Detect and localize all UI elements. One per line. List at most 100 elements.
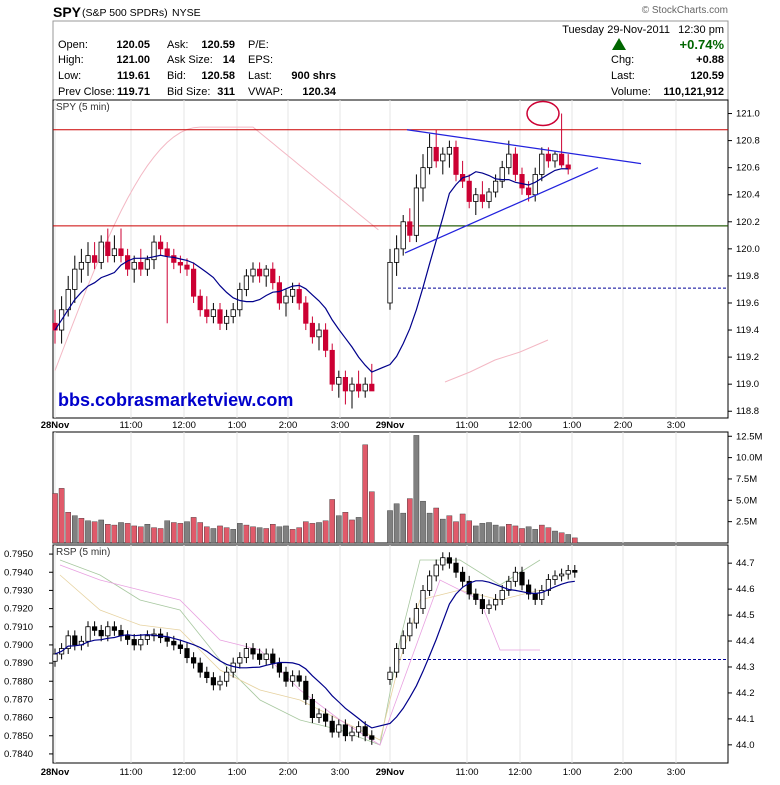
- quote-time: 12:30 pm: [678, 24, 724, 36]
- volume-bar: [420, 500, 426, 544]
- ratio-candle-body: [492, 599, 499, 606]
- ratio-candle-body: [526, 584, 532, 595]
- ratio-x-tick-label: 1:00: [228, 767, 247, 778]
- ratio-candle-body: [453, 562, 459, 573]
- ratio-candle-body: [303, 680, 309, 700]
- price-candle-body: [532, 174, 538, 196]
- price-moving-average: [54, 168, 569, 373]
- volume-bar: [85, 520, 91, 544]
- ratio-candle-body: [197, 662, 203, 673]
- upper-trendline: [406, 129, 642, 165]
- ratio-candle-body: [512, 571, 519, 582]
- ratio-tick-label: 0.7900: [4, 640, 33, 651]
- volume-bar: [177, 523, 184, 544]
- volume-bar: [118, 522, 124, 544]
- quote-value: 14: [223, 54, 236, 66]
- ratio-candle-body: [407, 622, 413, 637]
- volume-bar: [203, 526, 210, 544]
- price-x-tick-label: 3:00: [331, 420, 350, 431]
- price-chart: 121.0 120.8 120.6 120.4 120.2 120.0 119.8 119.6…: [41, 100, 760, 431]
- ratio-candle-body: [506, 580, 512, 591]
- quote-value: +0.88: [696, 54, 724, 66]
- price-x-tick-label: 3:00: [667, 420, 686, 431]
- ratio-candle-body: [446, 557, 453, 564]
- price-tick-label: 121.0: [736, 109, 760, 120]
- price-candle-body: [256, 268, 263, 277]
- price-candle-body: [309, 322, 316, 338]
- ratio-moving-average: [54, 580, 575, 729]
- quote-label: P/E:: [248, 39, 269, 51]
- ratio-candle-body: [539, 590, 545, 600]
- ratio-overlay-green: [59, 559, 541, 746]
- price-candle-body: [210, 309, 216, 317]
- ratio-candle-body: [355, 726, 362, 733]
- volume-bar: [433, 507, 440, 544]
- volume-bar: [558, 532, 565, 544]
- ratio-x-tick-label: 12:00: [172, 767, 196, 778]
- volume-bar: [151, 527, 157, 544]
- ratio-candle-body: [322, 713, 329, 722]
- price-candle-body: [303, 302, 309, 324]
- ratio-tick-label: 0.7940: [4, 567, 33, 578]
- ratio-candle-body: [316, 713, 322, 718]
- volume-bar: [230, 529, 237, 544]
- volume-tick-label: 5.0M: [736, 495, 757, 506]
- ratio-right-tick-label: 44.7: [736, 558, 755, 569]
- price-candle-body: [289, 289, 296, 297]
- price-tick-label: 119.0: [736, 379, 759, 390]
- volume-bar: [400, 512, 407, 544]
- quote-label: Bid Size:: [167, 86, 210, 98]
- ratio-candle-body: [565, 570, 571, 575]
- price-candle-body: [204, 309, 210, 317]
- quote-label: Last:: [248, 70, 272, 82]
- ratio-right-tick-label: 44.4: [736, 636, 755, 647]
- price-candle-body: [473, 194, 479, 202]
- ratio-right-tick-label: 44.3: [736, 662, 755, 673]
- ratio-candle-body: [342, 724, 349, 737]
- price-candle-body: [197, 295, 203, 311]
- volume-bar: [190, 517, 197, 544]
- ratio-candle-body: [52, 653, 58, 662]
- ratio-candle-body: [349, 731, 355, 737]
- ratio-tick-label: 0.7930: [4, 585, 33, 596]
- volume-bar: [303, 521, 309, 544]
- quote-value: 120.58: [201, 70, 235, 82]
- ratio-candle-body: [204, 671, 210, 679]
- volume-bar: [362, 444, 369, 544]
- ratio-candle-body: [387, 671, 393, 680]
- price-candle-body: [184, 264, 190, 270]
- ratio-tick-label: 0.7850: [4, 731, 33, 742]
- ratio-candle-body: [223, 671, 230, 682]
- volume-tick-label: 7.5M: [736, 474, 757, 485]
- price-candle-body: [164, 248, 170, 257]
- quote-label: Bid:: [167, 70, 186, 82]
- price-candle-body: [499, 167, 505, 182]
- ratio-candle-body: [144, 635, 150, 640]
- price-candle-body: [336, 377, 342, 385]
- quote-value: 119.61: [117, 70, 150, 82]
- volume-bar: [78, 518, 85, 544]
- ratio-candle-body: [400, 635, 406, 649]
- volume-tick-label: 2.5M: [736, 517, 757, 528]
- ratio-candle-body: [237, 657, 243, 664]
- price-x-tick-label: 28Nov: [41, 420, 70, 431]
- price-x-tick-label: 11:00: [455, 420, 478, 431]
- volume-bar: [52, 493, 58, 544]
- ratio-x-tick-label: 3:00: [667, 767, 686, 778]
- volume-bar: [184, 521, 190, 544]
- volume-bar: [355, 517, 362, 544]
- volume-bar: [499, 526, 506, 544]
- volume-bar: [250, 526, 256, 544]
- volume-bar: [387, 510, 393, 544]
- price-candle-body: [131, 261, 137, 270]
- price-candle-body: [230, 309, 236, 317]
- volume-bar: [572, 537, 578, 544]
- quote-label: High:: [58, 54, 84, 66]
- ratio-candle-body: [362, 726, 368, 737]
- price-tick-label: 120.0: [736, 244, 760, 255]
- price-candle-body: [223, 316, 230, 324]
- price-tick-label: 119.8: [736, 271, 759, 282]
- ratio-candle-body: [329, 720, 335, 733]
- price-candle-body: [479, 194, 486, 202]
